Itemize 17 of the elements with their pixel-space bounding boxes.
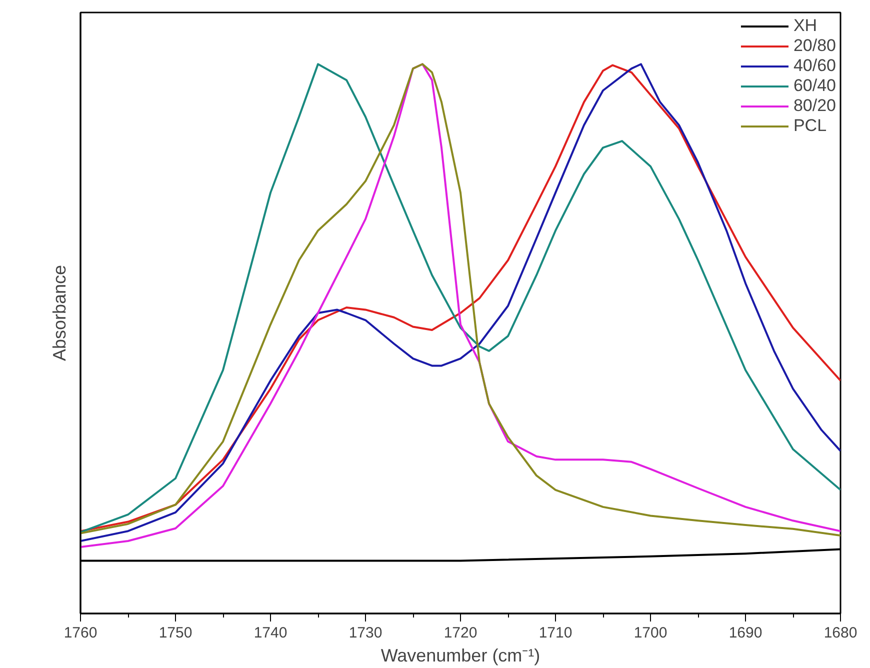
legend-label: 80/20 (793, 96, 836, 116)
x-tick-label: 1690 (728, 624, 762, 642)
x-tick-label: 1720 (444, 624, 478, 642)
x-tick-label: 1740 (254, 624, 288, 642)
legend-label: PCL (793, 116, 827, 136)
x-tick-label: 1680 (824, 624, 858, 642)
legend-label: XH (793, 16, 818, 36)
y-axis-title: Absorbance (50, 264, 70, 362)
x-tick-label: 1700 (634, 624, 668, 642)
x-tick-label: 1750 (158, 624, 192, 642)
legend-label: 40/60 (793, 56, 836, 76)
x-tick-label: 1760 (64, 624, 98, 642)
legend-label: 60/40 (793, 76, 836, 96)
legend-label: 20/80 (793, 36, 836, 56)
x-tick-label: 1730 (348, 624, 382, 642)
x-tick-label: 1710 (538, 624, 572, 642)
x-axis-title: Wavenumber (cm⁻¹) (380, 646, 540, 666)
